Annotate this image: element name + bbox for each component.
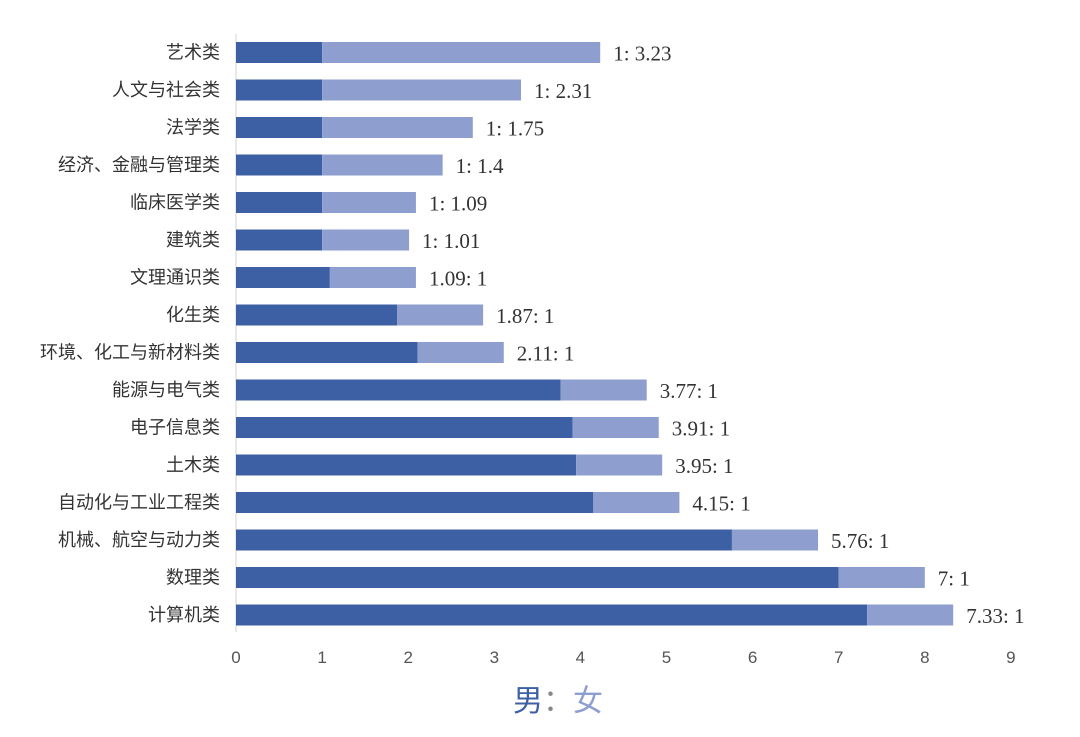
bar-male-11 [236,454,577,476]
bar-female-15 [867,604,954,626]
category-label-14: 数理类 [166,568,220,589]
x-tick-label-6: 6 [748,648,757,667]
bar-male-10 [236,417,573,438]
category-label-0: 艺术类 [166,43,220,64]
bar-male-2 [236,117,323,138]
bar-male-13 [236,529,732,551]
bar-female-2 [322,117,473,138]
x-axis-title-male: 男 [513,684,543,719]
category-labels: 艺术类人文与社会类法学类经济、金融与管理类临床医学类建筑类文理通识类化生类环境、… [40,43,220,627]
category-label-11: 土木类 [166,455,220,476]
bar-male-0 [236,42,323,63]
data-label-12: 4.15: 1 [692,492,750,516]
bar-female-11 [576,454,663,476]
data-label-4: 1: 1.09 [429,192,487,216]
category-label-15: 计算机类 [148,605,220,626]
category-label-12: 自动化与工业工程类 [58,493,220,514]
bar-female-0 [322,42,601,63]
data-label-1: 1: 2.31 [534,79,592,103]
bar-female-8 [417,342,504,363]
data-label-14: 7: 1 [938,567,970,591]
x-tick-label-7: 7 [834,648,843,667]
x-tick-label-3: 3 [490,648,499,667]
data-label-11: 3.95: 1 [675,454,733,478]
category-label-1: 人文与社会类 [112,80,220,101]
bar-male-8 [236,342,418,363]
x-tick-labels: 0 1 2 3 4 5 6 7 8 9 [231,648,1015,667]
category-label-10: 电子信息类 [130,418,220,439]
x-axis-title-colon: ： [543,684,573,719]
bar-female-14 [838,567,925,588]
data-label-7: 1.87: 1 [496,304,554,328]
data-label-2: 1: 1.75 [486,117,544,141]
x-tick-label-5: 5 [662,648,671,667]
x-tick-label-2: 2 [403,648,412,667]
category-label-5: 建筑类 [166,230,220,251]
bar-male-7 [236,304,398,326]
data-label-9: 3.77: 1 [660,379,718,403]
bar-female-12 [593,492,680,513]
bar-male-5 [236,229,323,251]
category-label-6: 文理通识类 [130,268,220,289]
data-label-6: 1.09: 1 [429,267,487,291]
x-axis-title-female: 女 [573,684,603,719]
bar-male-3 [236,154,323,176]
data-labels: 1: 3.23 1: 2.31 1: 1.75 1: 1.4 1: 1.09 1: 1.0… [422,42,1024,629]
data-label-10: 3.91: 1 [672,417,730,441]
data-label-0: 1: 3.23 [613,42,671,66]
x-tick-label-1: 1 [317,648,326,667]
bar-male-9 [236,379,561,401]
bar-male-6 [236,267,330,288]
bar-female-5 [322,229,410,251]
category-label-4: 临床医学类 [130,193,220,214]
bar-female-13 [731,529,819,551]
category-label-3: 经济、金融与管理类 [58,155,220,176]
category-label-13: 机械、航空与动力类 [58,530,220,551]
bar-female-7 [397,304,484,326]
data-label-15: 7.33: 1 [966,604,1024,628]
data-label-5: 1: 1.01 [422,229,480,253]
data-label-8: 2.11: 1 [517,342,575,366]
bar-male-15 [236,604,868,626]
bar-female-4 [322,192,416,213]
category-label-9: 能源与电气类 [112,380,220,401]
x-tick-label-4: 4 [576,648,585,667]
bar-male-1 [236,79,323,101]
bar-female-10 [572,417,659,438]
x-tick-label-9: 9 [1006,648,1015,667]
bar-male-4 [236,192,323,213]
bar-female-6 [329,267,416,288]
data-label-3: 1: 1.4 [456,154,504,178]
bar-male-14 [236,567,839,588]
bar-female-9 [560,379,647,401]
category-label-8: 环境、化工与新材料类 [40,343,220,364]
bars [236,42,954,626]
x-tick-label-8: 8 [920,648,929,667]
category-label-2: 法学类 [166,118,220,139]
category-label-7: 化生类 [166,305,220,326]
x-tick-label-0: 0 [231,648,240,667]
bar-female-1 [322,79,521,101]
x-axis-title: 男：女 [513,684,603,719]
bar-male-12 [236,492,594,513]
bar-female-3 [322,154,443,176]
data-label-13: 5.76: 1 [831,529,889,553]
